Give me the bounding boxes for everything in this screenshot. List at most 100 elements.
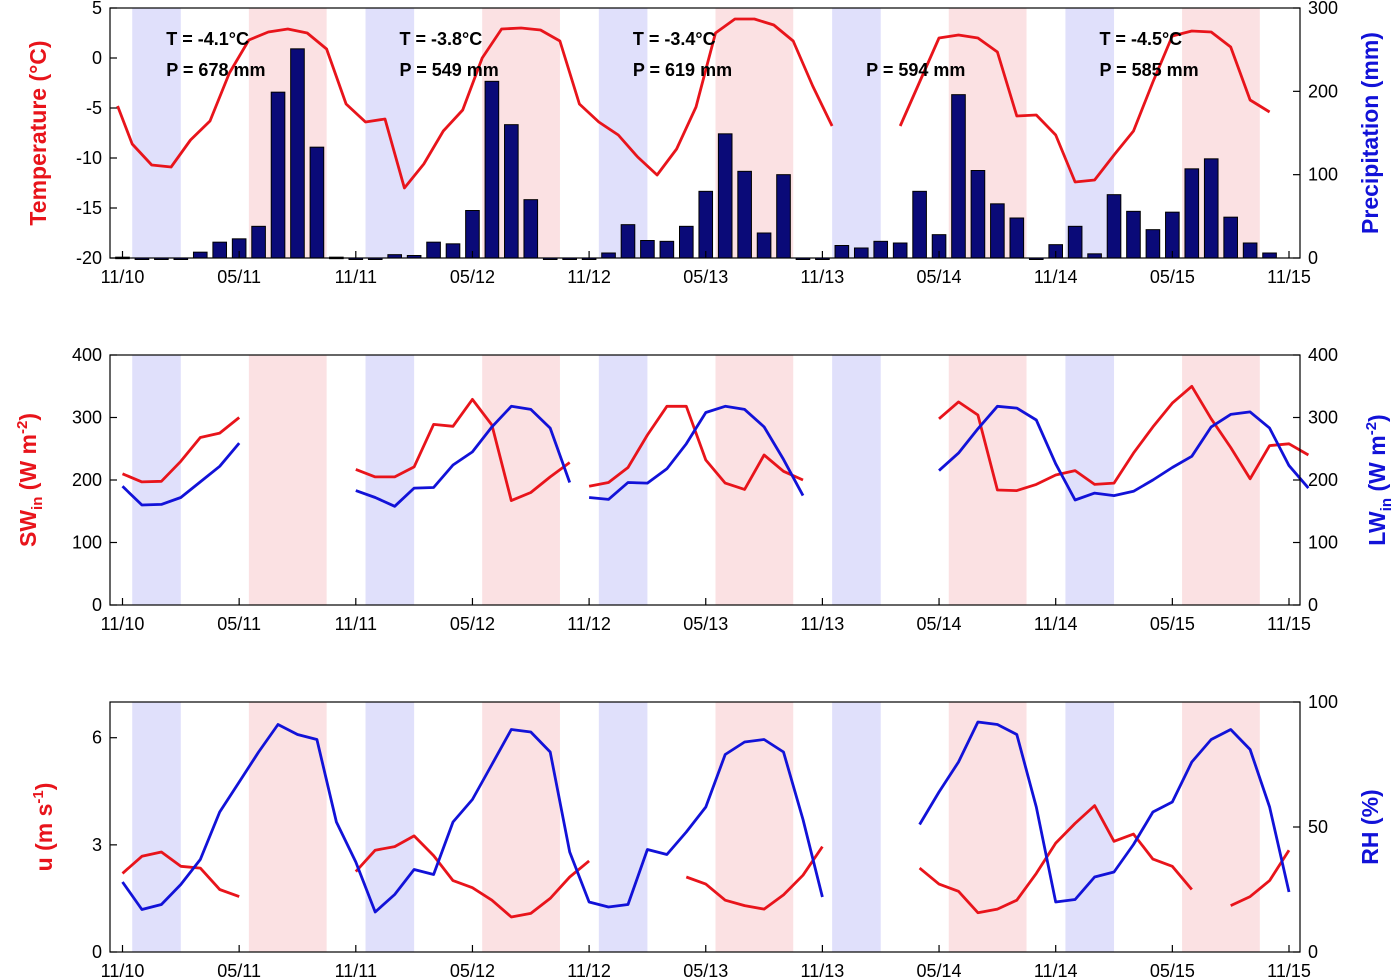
- precipitation-bar: [892, 242, 908, 259]
- precipitation-bar: [698, 190, 714, 259]
- precipitation-bar: [1145, 229, 1161, 259]
- y2-tick-label: 100: [1308, 533, 1338, 553]
- lwin-line-2: [588, 404, 805, 501]
- x-tick-label: 11/11: [335, 961, 377, 980]
- precipitation-bar: [659, 240, 675, 259]
- x-tick-label: 11/11: [335, 267, 377, 287]
- y2-tick-label: 0: [1308, 942, 1318, 962]
- winter-shading-0: [132, 8, 181, 258]
- annotation-temperature: T = -3.8°C: [400, 29, 483, 49]
- summer-shading-4: [1182, 702, 1260, 952]
- winter-shading-2: [598, 702, 648, 952]
- y-tick-label: -20: [76, 248, 102, 268]
- x-tick-label: 05/15: [1150, 267, 1195, 287]
- precipitation-bar: [620, 224, 636, 259]
- precipitation-bar: [251, 225, 266, 259]
- y-tick-label: 200: [72, 470, 102, 490]
- summer-shading-0: [248, 702, 327, 952]
- precipitation-bar: [834, 245, 850, 259]
- x-tick-label: 05/12: [450, 961, 495, 980]
- precipitation-bar: [1009, 217, 1025, 259]
- x-tick-label: 05/13: [683, 961, 728, 980]
- precipitation-bar: [1106, 194, 1122, 259]
- x-tick-label: 11/15: [1267, 267, 1311, 287]
- precipitation-bar: [1184, 168, 1200, 259]
- y2-tick-label: 400: [1308, 345, 1338, 365]
- y2-tick-label: 300: [1308, 0, 1338, 18]
- precipitation-bar: [290, 48, 305, 259]
- y2-tick-label: 200: [1308, 470, 1338, 490]
- precipitation-bar: [192, 251, 208, 259]
- precipitation-bar: [504, 124, 519, 259]
- x-tick-label: 11/14: [1034, 961, 1078, 980]
- temperature-line-1: [898, 29, 1271, 184]
- x-tick-label: 11/11: [335, 614, 377, 634]
- x-tick-label: 11/10: [101, 961, 145, 980]
- precipitation-bar: [853, 247, 869, 259]
- precipitation-bar: [445, 243, 461, 259]
- rh-axis-label: RH (%): [1357, 789, 1383, 864]
- y2-tick-label: 50: [1308, 817, 1328, 837]
- y-tick-label: -5: [86, 98, 102, 118]
- summer-shading-3: [948, 355, 1027, 605]
- swin-axis-label: SWin (W m-2): [14, 413, 46, 547]
- precipitation-bar: [737, 170, 752, 259]
- swin-line-0: [121, 416, 241, 484]
- precipitation-bar: [484, 80, 500, 259]
- annotation-precipitation: P = 585 mm: [1099, 60, 1198, 80]
- summer-shading-3: [948, 702, 1027, 952]
- precipitation-bar: [776, 174, 791, 259]
- winter-shading-3: [832, 8, 881, 258]
- x-tick-label: 11/13: [801, 961, 845, 980]
- precipitation-bar: [465, 210, 480, 259]
- summer-shading-2: [715, 355, 794, 605]
- annotation-temperature: T = -4.5°C: [1099, 29, 1182, 49]
- precipitation-bar: [270, 91, 286, 259]
- x-tick-label: 05/12: [450, 267, 495, 287]
- lwin-line-3: [938, 404, 1310, 502]
- annotation-precipitation: P = 619 mm: [633, 60, 732, 80]
- precipitation-bar: [640, 240, 655, 259]
- x-tick-label: 11/10: [101, 614, 145, 634]
- precipitation-bar: [970, 170, 986, 259]
- precipitation-bar: [523, 199, 539, 259]
- precipitation-bar: [1067, 225, 1083, 259]
- summer-shading-1: [482, 702, 560, 952]
- y2-tick-label: 200: [1308, 81, 1338, 101]
- x-tick-label: 11/10: [101, 267, 145, 287]
- x-tick-label: 11/15: [1267, 614, 1311, 634]
- x-tick-label: 05/12: [450, 614, 495, 634]
- x-tick-label: 05/15: [1150, 961, 1195, 980]
- precipitation-bar: [309, 146, 325, 259]
- swin-line-2: [588, 404, 804, 491]
- lwin-line-0: [121, 442, 241, 507]
- y-tick-label: 0: [92, 48, 102, 68]
- y2-tick-label: 0: [1308, 248, 1318, 268]
- panel-temperature-precipitation: 5 0 -5 -10 -15 -20 300 200 100 0 11/10 05/11 11/11 05…: [76, 0, 1338, 287]
- winter-shading-0: [132, 702, 181, 952]
- x-tick-label: 05/13: [683, 267, 728, 287]
- precipitation-bar: [426, 241, 441, 259]
- precipitation-bar: [873, 240, 889, 259]
- x-tick-label: 05/11: [217, 961, 261, 980]
- winter-shading-3: [832, 702, 881, 952]
- x-tick-label: 11/14: [1034, 614, 1078, 634]
- x-tick-label: 05/11: [217, 614, 261, 634]
- plot-frame: [109, 7, 1301, 259]
- precipitation-bar: [1126, 210, 1141, 259]
- x-tick-label: 11/15: [1267, 961, 1311, 980]
- u-axis-label: u (m s-1): [30, 783, 57, 872]
- winter-shading-4: [1065, 8, 1115, 258]
- x-tick-label: 11/13: [801, 267, 845, 287]
- precipitation-bar: [1087, 253, 1102, 259]
- u-line-4: [1230, 849, 1291, 907]
- y-tick-label: 100: [72, 533, 102, 553]
- x-tick-label: 11/12: [567, 961, 611, 980]
- swin-line-1: [355, 397, 571, 503]
- x-tick-label: 05/15: [1150, 614, 1195, 634]
- x-tick-label: 05/14: [917, 614, 962, 634]
- x-tick-label: 05/14: [917, 267, 962, 287]
